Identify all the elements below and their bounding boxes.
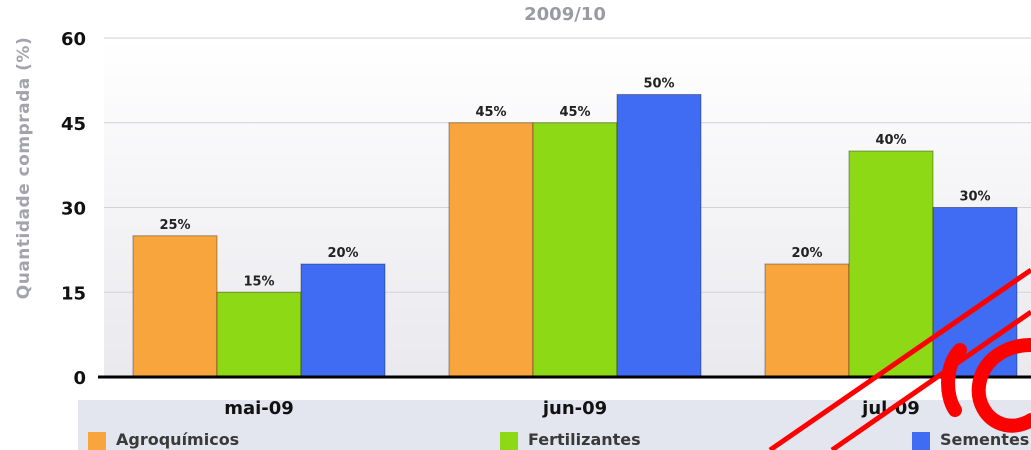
data-label: 45% [559,105,590,120]
data-label: 20% [791,246,822,261]
legend-swatch-fertilizantes [500,432,518,450]
x-tick-label: mai-09 [224,398,294,419]
y-tick-label: 0 [73,368,86,389]
y-tick-label: 15 [61,283,86,304]
y-tick-label: 45 [61,114,86,135]
x-tick-label: jun-09 [542,398,607,419]
data-label: 15% [243,274,274,289]
legend-swatch-agroquimicos [88,432,106,450]
data-label: 40% [875,133,906,148]
data-label: 30% [959,190,990,205]
bar [300,263,386,378]
data-label: 20% [327,246,358,261]
data-label: 45% [475,105,506,120]
bar [932,207,1018,378]
bar [132,235,218,378]
bar [532,122,618,378]
legend-label: Agroquímicos [116,430,240,449]
legend-label: Sementes [940,430,1030,449]
x-tick-label: jul-09 [861,398,920,419]
y-tick-label: 60 [61,29,86,50]
data-label: 25% [159,218,190,233]
bar [216,291,302,378]
bar [448,122,534,378]
bar [616,94,702,378]
data-label: 50% [643,77,674,92]
legend-swatch-sementes [912,432,930,450]
bar [764,263,850,378]
legend-label: Fertilizantes [528,430,641,449]
chart-title: 2009/10 [524,4,606,25]
bar [848,150,934,378]
y-tick-label: 30 [61,199,86,220]
